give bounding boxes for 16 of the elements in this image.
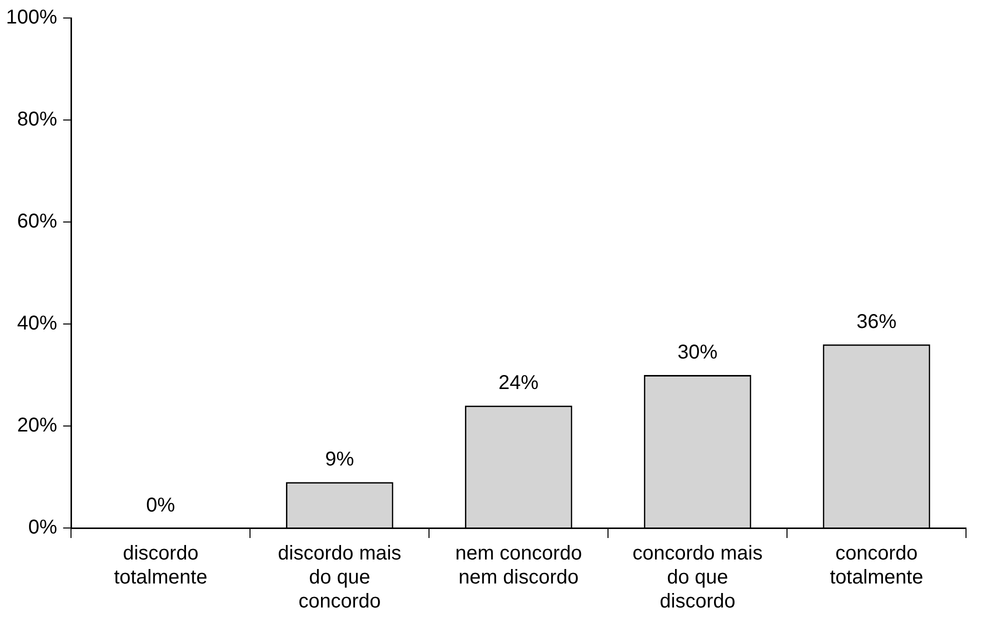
y-tick-label: 0% bbox=[28, 516, 58, 539]
data-label: 0% bbox=[146, 494, 176, 517]
data-label: 36% bbox=[856, 310, 897, 333]
x-tick-label: concordo mais do que discordo bbox=[632, 542, 763, 613]
x-tick-label: concordo totalmente bbox=[830, 542, 924, 589]
y-tick-label: 40% bbox=[17, 312, 58, 335]
x-tick-label: discordo mais do que concordo bbox=[278, 542, 402, 613]
data-label: 30% bbox=[678, 342, 718, 364]
y-tick-label: 100% bbox=[6, 6, 58, 29]
data-label: 24% bbox=[498, 372, 539, 394]
y-tick-label: 20% bbox=[17, 414, 58, 437]
x-tick-label: discordo totalmente bbox=[114, 542, 208, 589]
x-tick-label: nem concordo nem discordo bbox=[455, 542, 582, 589]
y-tick-label: 80% bbox=[17, 108, 58, 131]
y-tick-label: 60% bbox=[17, 210, 58, 233]
data-label: 9% bbox=[325, 448, 354, 471]
